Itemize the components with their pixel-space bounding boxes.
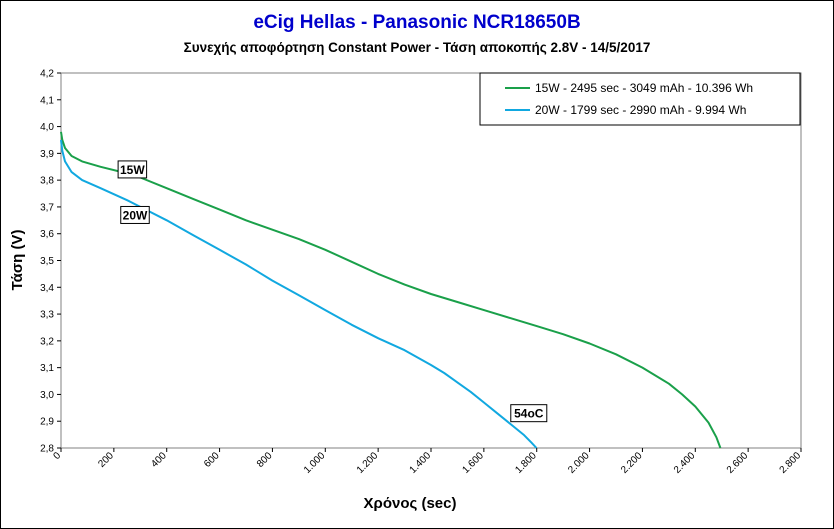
y-tick-label: 3,6 bbox=[40, 229, 54, 240]
y-tick-label: 3,3 bbox=[40, 310, 54, 321]
y-axis-label: Τάση (V) bbox=[9, 230, 26, 291]
x-tick-label: 2.000 bbox=[566, 450, 592, 476]
x-tick-label: 2.600 bbox=[725, 450, 751, 476]
x-tick-label: 2.800 bbox=[778, 450, 804, 476]
x-tick-label: 400 bbox=[149, 450, 169, 470]
legend-label: 20W - 1799 sec - 2990 mAh - 9.994 Wh bbox=[535, 103, 746, 117]
annotation-box bbox=[510, 404, 548, 423]
x-tick-label: 1.800 bbox=[513, 450, 539, 476]
x-tick-label: 1.400 bbox=[408, 450, 434, 476]
x-tick-label: 200 bbox=[96, 450, 116, 470]
y-tick-label: 3,5 bbox=[40, 256, 54, 267]
y-tick-label: 3,8 bbox=[40, 176, 54, 187]
legend: 15W - 2495 sec - 3049 mAh - 10.396 Wh 20W… bbox=[479, 72, 801, 126]
x-tick-label: 800 bbox=[255, 450, 275, 470]
annotation-label: 20W bbox=[123, 208, 148, 222]
x-tick-label: 1.600 bbox=[461, 450, 487, 476]
chart-subtitle: Συνεχής αποφόρτηση Constant Power - Τάση… bbox=[183, 40, 651, 55]
y-tick-label: 3,7 bbox=[40, 202, 54, 213]
chart-title: eCig Hellas - Panasonic NCR18650B bbox=[253, 12, 581, 33]
annotation-label: 15W bbox=[120, 163, 145, 177]
y-tick-label: 2,9 bbox=[40, 417, 54, 428]
annotation-label: 54oC bbox=[514, 407, 544, 421]
y-tick-label: 4,0 bbox=[40, 122, 54, 133]
x-tick-label: 1.200 bbox=[355, 450, 381, 476]
y-tick-label: 3,1 bbox=[40, 363, 54, 374]
legend-label: 15W - 2495 sec - 3049 mAh - 10.396 Wh bbox=[535, 81, 753, 95]
series-line-1 bbox=[60, 131, 722, 449]
y-tick-label: 3,4 bbox=[40, 283, 54, 294]
plot-area bbox=[60, 72, 802, 449]
y-tick-label: 4,2 bbox=[40, 69, 54, 80]
y-tick-label: 3,0 bbox=[40, 390, 54, 401]
x-tick-label: 1.000 bbox=[302, 450, 328, 476]
x-axis-label: Χρόνος (sec) bbox=[364, 495, 457, 512]
y-tick-label: 3,9 bbox=[40, 149, 54, 160]
x-tick-label: 600 bbox=[202, 450, 222, 470]
x-tick-label: 2.400 bbox=[672, 450, 698, 476]
x-tick-label: 2.200 bbox=[619, 450, 645, 476]
x-tick-label: 0 bbox=[51, 450, 63, 462]
legend-box bbox=[479, 72, 801, 126]
annotation-box bbox=[120, 205, 150, 224]
y-tick-label: 4,1 bbox=[40, 95, 54, 106]
y-tick-label: 3,2 bbox=[40, 336, 54, 347]
annotation-box bbox=[117, 160, 148, 179]
series-line-2 bbox=[60, 139, 538, 449]
y-tick-label: 2,8 bbox=[40, 444, 54, 455]
